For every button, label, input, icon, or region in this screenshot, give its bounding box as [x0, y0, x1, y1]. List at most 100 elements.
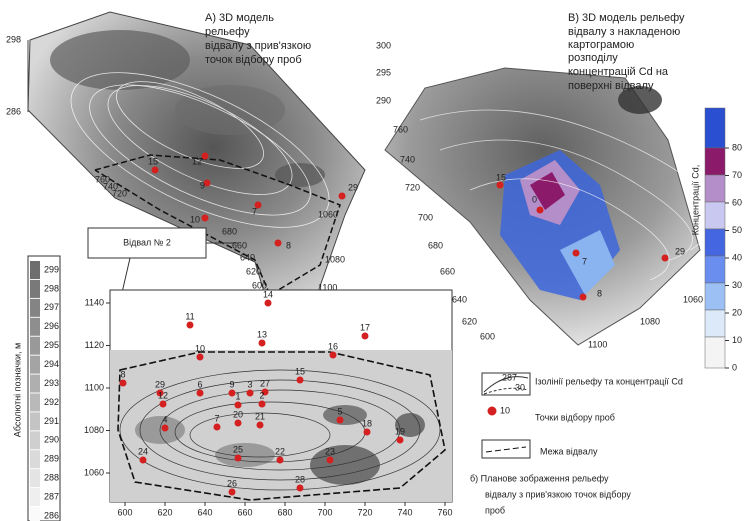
y-tick-label: 640: [240, 252, 255, 262]
point-label: 15: [148, 156, 158, 166]
y-tick-label: 700: [418, 212, 433, 222]
point-label: 8: [120, 369, 125, 379]
sample-point: [275, 240, 282, 247]
point-label: 18: [362, 418, 372, 428]
scale-tick-label: 290: [44, 435, 59, 445]
scale-tick-label: 298: [44, 283, 59, 293]
sample-point: [162, 425, 169, 432]
point-label: 8: [597, 288, 602, 298]
sample-point: [120, 380, 127, 387]
panel-title: А) 3D модель: [205, 12, 274, 24]
scale-tick-label: 286: [44, 510, 59, 520]
sample-point: [229, 489, 236, 496]
point-label: 29: [155, 379, 165, 389]
sample-point: [497, 182, 504, 189]
sample-point: [362, 333, 369, 340]
sample-point: [235, 402, 242, 409]
panel-title: точок відбору проб: [205, 54, 302, 66]
point-label: 12: [192, 156, 202, 166]
point-label: 14: [263, 289, 273, 299]
x-tick-label: 680: [277, 507, 292, 517]
z-tick-label: 300: [376, 40, 391, 50]
elevation-band: [30, 393, 40, 411]
sample-point: [259, 340, 266, 347]
scale-tick-label: 293: [44, 378, 59, 388]
y-tick-label: 620: [462, 316, 477, 326]
caption: б) Планове зображення рельефу: [470, 473, 609, 483]
point-label: 15: [496, 172, 506, 182]
scale-label: Концентрації Cd,: [690, 165, 700, 236]
caption: проб: [485, 505, 505, 515]
point-label: 24: [138, 446, 148, 456]
scale-tick-label: 295: [44, 340, 59, 350]
scale-tick-label: 70: [732, 170, 742, 180]
y-tick-label: 660: [232, 240, 247, 250]
point-label: 7: [582, 256, 587, 266]
sample-point: [337, 417, 344, 424]
point-label: 8: [286, 240, 291, 250]
point-label: 0: [532, 194, 537, 204]
y-tick-label: 1140: [85, 297, 104, 307]
point-label: 15: [295, 366, 305, 376]
scale-tick-label: 20: [732, 307, 742, 317]
panel-title: рельефу: [205, 26, 250, 38]
x-tick-label: 640: [197, 507, 212, 517]
sample-point: [330, 352, 337, 359]
sample-point: [257, 422, 264, 429]
sample-point: [297, 377, 304, 384]
sample-point: [580, 294, 587, 301]
point-label: 25: [233, 444, 243, 454]
legend-sample: 10: [500, 405, 510, 415]
point-label: 6: [197, 379, 202, 389]
scale-tick-label: 0: [732, 362, 737, 372]
sample-point: [140, 457, 147, 464]
sample-point: [297, 485, 304, 492]
z-tick-label: 298: [6, 34, 21, 44]
point-label: 26: [227, 478, 237, 488]
legend-sample: 30: [515, 382, 525, 392]
point-label: 10: [190, 214, 200, 224]
x-tick-label: 720: [357, 507, 372, 517]
x-tick-label: 660: [237, 507, 252, 517]
point-label: 11: [185, 311, 194, 321]
point-label: 12: [158, 390, 168, 400]
x-tick-label: 1060: [318, 209, 338, 219]
scale-label: Абсолютні позначки, м: [12, 343, 22, 437]
x-tick-label: 1100: [588, 339, 607, 349]
point-label: 17: [360, 322, 370, 332]
sample-point: [214, 424, 221, 431]
scale-tick-label: 10: [732, 335, 742, 345]
scale-tick-label: 40: [732, 252, 742, 262]
sample-point: [662, 255, 669, 262]
scale-tick-label: 50: [732, 225, 742, 235]
elevation-band: [30, 299, 40, 317]
elevation-band: [30, 431, 40, 449]
sample-point: [202, 153, 209, 160]
point-label: 20: [233, 409, 243, 419]
scale-tick-label: 289: [44, 454, 59, 464]
x-tick-label: 600: [117, 507, 132, 517]
scale-tick-label: 287: [44, 491, 59, 501]
point-label: 28: [295, 474, 305, 484]
y-tick-label: 660: [440, 266, 455, 276]
y-tick-label: 680: [428, 240, 443, 250]
panel-title: відвалу з накладеною: [568, 26, 680, 38]
elevation-band: [30, 356, 40, 374]
y-tick-label: 1060: [84, 467, 104, 477]
sample-point: [202, 215, 209, 222]
y-tick-label: 1080: [84, 425, 104, 435]
panel-title: розподілу: [568, 52, 618, 64]
y-tick-label: 740: [400, 154, 415, 164]
y-tick-label: 680: [222, 226, 237, 236]
panel-title: концентрацій Cd на: [568, 66, 669, 78]
elevation-band: [30, 507, 40, 521]
point-label: 27: [260, 378, 270, 388]
point-label: 7: [214, 413, 219, 423]
sample-point: [259, 401, 266, 408]
panel-title: поверхні відвалу: [568, 80, 654, 92]
y-tick-label: 1100: [85, 382, 104, 392]
legend-sample: 287: [502, 372, 517, 382]
sample-point: [247, 390, 254, 397]
figure: А) 3D модельрельефувідвалу з прив'язкоют…: [0, 0, 746, 521]
point-label: 29: [675, 246, 685, 256]
